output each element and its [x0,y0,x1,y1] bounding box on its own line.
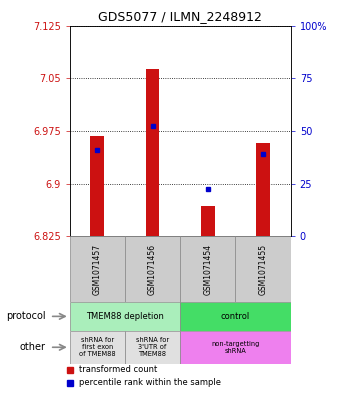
Text: shRNA for
first exon
of TMEM88: shRNA for first exon of TMEM88 [79,337,116,357]
Title: GDS5077 / ILMN_2248912: GDS5077 / ILMN_2248912 [98,10,262,23]
Text: GSM1071456: GSM1071456 [148,244,157,295]
Text: percentile rank within the sample: percentile rank within the sample [79,378,221,387]
Bar [256,143,270,237]
Text: other: other [19,342,46,352]
Text: transformed count: transformed count [79,365,157,375]
Bar [70,237,125,302]
Bar [146,69,159,237]
Text: GSM1071455: GSM1071455 [259,244,268,295]
Bar [201,206,215,237]
Text: GSM1071454: GSM1071454 [203,244,212,295]
Text: shRNA for
3'UTR of
TMEM88: shRNA for 3'UTR of TMEM88 [136,337,169,357]
Bar [180,331,291,364]
Bar [180,237,235,302]
Text: non-targetting
shRNA: non-targetting shRNA [211,341,260,354]
Bar [70,302,180,331]
Bar [125,331,180,364]
Bar [125,237,180,302]
Text: control: control [221,312,250,321]
Text: protocol: protocol [6,311,46,321]
Bar [90,136,104,237]
Text: TMEM88 depletion: TMEM88 depletion [86,312,164,321]
Bar [70,331,125,364]
Bar [180,302,291,331]
Bar [235,237,291,302]
Text: GSM1071457: GSM1071457 [93,244,102,295]
